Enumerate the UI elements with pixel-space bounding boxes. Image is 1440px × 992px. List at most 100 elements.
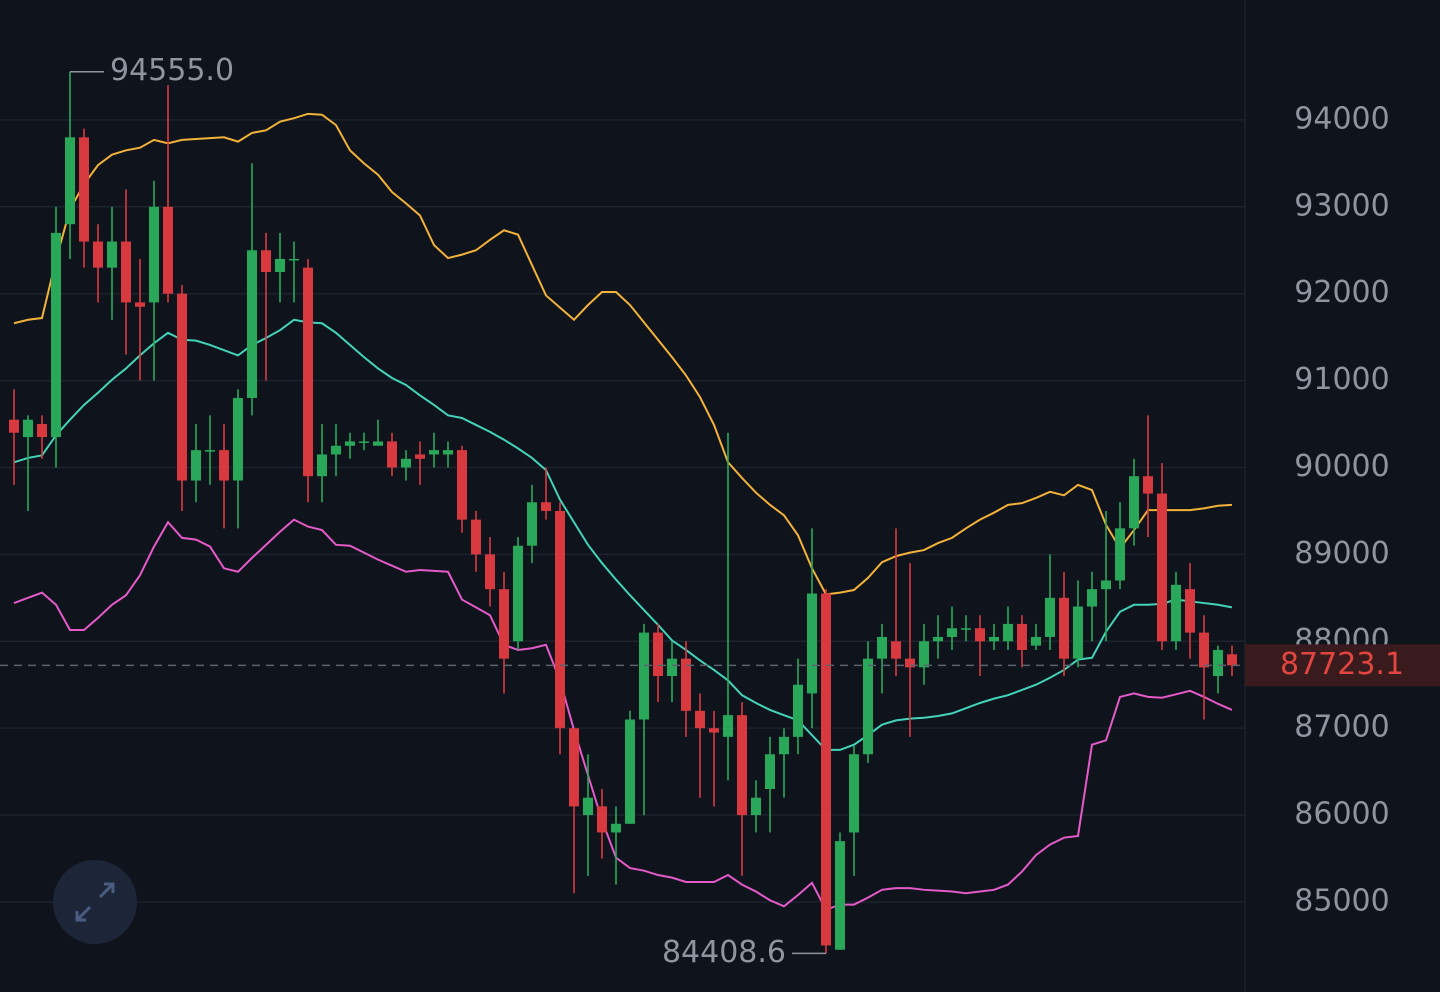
candle-body xyxy=(765,754,775,790)
candle-body xyxy=(555,510,565,729)
y-tick-label: 91000 xyxy=(1294,362,1389,397)
candle-body xyxy=(779,736,789,755)
candle-body xyxy=(457,450,467,520)
candle-body xyxy=(527,502,537,546)
expand-icon[interactable] xyxy=(75,882,115,922)
candle-body xyxy=(485,554,495,590)
overlay: 8500086000870008800089000900009100092000… xyxy=(0,53,1440,970)
grid xyxy=(0,119,1245,903)
candle-body xyxy=(905,658,915,668)
candle-body xyxy=(135,302,145,307)
candle-body xyxy=(961,628,971,630)
y-tick-label: 93000 xyxy=(1294,188,1389,223)
candle-body xyxy=(51,232,61,438)
last-price-label: 87723.1 xyxy=(1280,647,1404,682)
candle-body xyxy=(65,137,75,225)
last-price-box xyxy=(1245,644,1440,687)
candle-body xyxy=(541,502,551,511)
y-tick-label: 92000 xyxy=(1294,275,1389,310)
candle-body xyxy=(9,419,19,433)
candle-body xyxy=(849,754,859,833)
candle-body xyxy=(1031,636,1041,646)
candle-body xyxy=(1185,589,1195,633)
candle-body xyxy=(191,450,201,481)
candle-body xyxy=(1199,632,1209,668)
candle-body xyxy=(107,241,117,268)
candle-body xyxy=(1157,493,1167,642)
candle-body xyxy=(163,206,173,294)
y-tick-label: 85000 xyxy=(1294,883,1389,918)
candle-body xyxy=(1017,623,1027,650)
candle-body xyxy=(387,441,397,468)
candle-body xyxy=(1003,623,1013,642)
candle-body xyxy=(1213,649,1223,677)
candle-body xyxy=(947,628,957,637)
candle-body xyxy=(1101,580,1111,590)
y-tick-label: 94000 xyxy=(1294,101,1389,136)
candle-body xyxy=(835,841,845,950)
candle-body xyxy=(737,715,747,816)
band-line xyxy=(13,112,1233,596)
candle-body xyxy=(233,397,243,481)
candle-body xyxy=(345,441,355,446)
candle-body xyxy=(93,241,103,268)
candle-body xyxy=(891,641,901,659)
candle-body xyxy=(597,806,607,833)
expand-circle[interactable] xyxy=(53,860,137,944)
candle-body xyxy=(401,458,411,468)
candle-body xyxy=(79,137,89,242)
candle-body xyxy=(569,728,579,807)
candle-body xyxy=(821,593,831,946)
candle-body xyxy=(611,823,621,833)
candle-body xyxy=(415,454,425,459)
candle-body xyxy=(793,684,803,737)
extreme-label: 94555.0 xyxy=(110,53,234,88)
candles xyxy=(9,71,1237,954)
candle-body xyxy=(1059,597,1069,659)
candle-body xyxy=(121,241,131,303)
candle-body xyxy=(1171,584,1181,642)
y-tick-label: 87000 xyxy=(1294,710,1389,745)
candle-body xyxy=(317,454,327,477)
candle-body xyxy=(1143,476,1153,494)
candle-body xyxy=(275,258,285,272)
y-tick-label: 90000 xyxy=(1294,449,1389,484)
candle-body xyxy=(429,450,439,455)
candle-body xyxy=(331,445,341,455)
candle-body xyxy=(1129,476,1139,529)
candle-body xyxy=(205,450,215,452)
candle-body xyxy=(681,658,691,711)
candle-body xyxy=(625,719,635,824)
candle-body xyxy=(933,636,943,642)
candle-body xyxy=(989,636,999,642)
band-line xyxy=(13,518,1233,912)
y-tick-label: 89000 xyxy=(1294,536,1389,571)
expand-button[interactable] xyxy=(53,860,137,944)
band-line xyxy=(13,318,1233,751)
candle-body xyxy=(667,658,677,677)
candle-body xyxy=(149,206,159,303)
candle-body xyxy=(373,441,383,446)
candle-body xyxy=(1045,597,1055,637)
extreme-label: 84408.6 xyxy=(662,935,786,970)
candle-body xyxy=(513,545,523,642)
candle-body xyxy=(695,710,705,729)
candle-body xyxy=(751,797,761,816)
candle-body xyxy=(499,589,509,659)
candle-body xyxy=(1227,654,1237,666)
y-tick-label: 86000 xyxy=(1294,797,1389,832)
candle-body xyxy=(877,636,887,659)
candle-body xyxy=(303,267,313,477)
candle-body xyxy=(37,424,47,438)
candle-body xyxy=(807,593,817,694)
candle-body xyxy=(471,519,481,555)
candle-body xyxy=(247,250,257,398)
candle-body xyxy=(975,628,985,642)
candle-body xyxy=(443,450,453,455)
candle-body xyxy=(1115,528,1125,581)
candle-body xyxy=(709,728,719,733)
candle-body xyxy=(359,441,369,443)
candle-body xyxy=(177,293,187,481)
